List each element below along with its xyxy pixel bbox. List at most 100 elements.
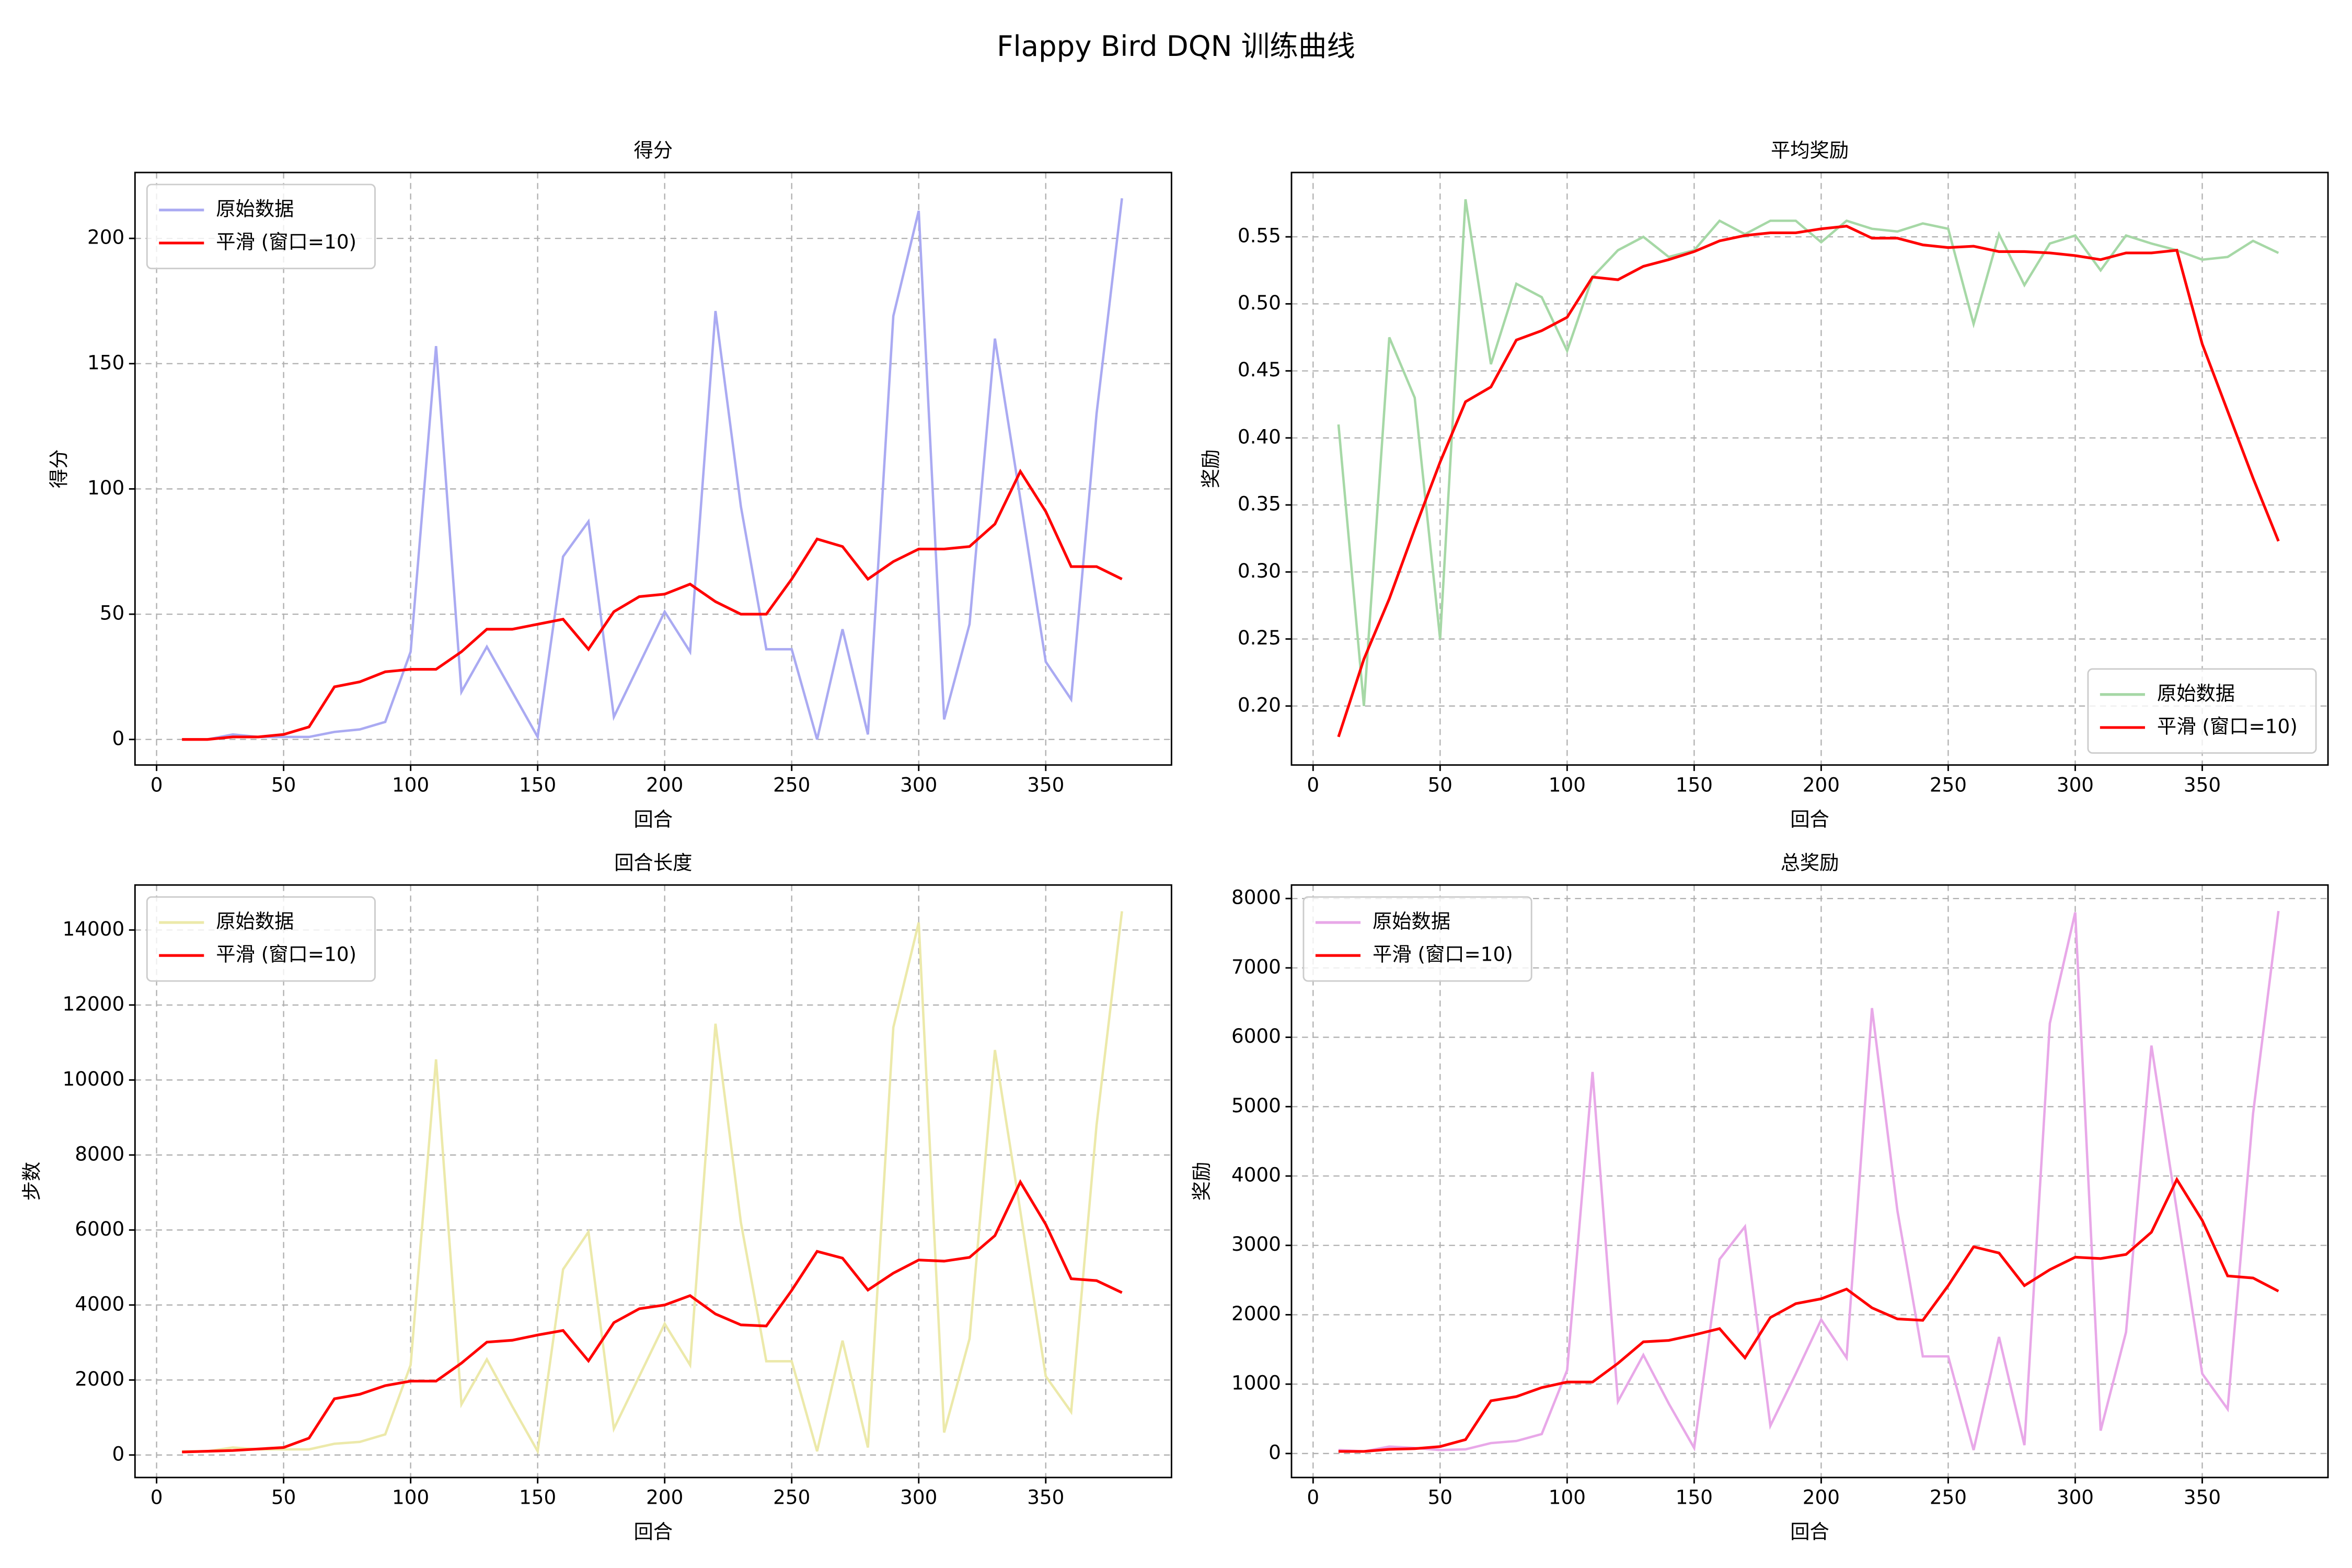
x-axis-label: 回合 — [634, 808, 673, 831]
subplot-title: 回合长度 — [614, 851, 692, 874]
y-tick-label: 0.50 — [1238, 291, 1281, 314]
series-line — [1337, 224, 2280, 737]
axes-frame — [134, 171, 1172, 766]
x-tick-label: 250 — [1930, 773, 1967, 796]
legend-label: 原始数据 — [216, 197, 294, 220]
series-line — [182, 468, 1123, 741]
y-tick-label: 12000 — [63, 992, 125, 1015]
y-tick-label: 200 — [87, 226, 124, 249]
series-line — [1338, 910, 2280, 1453]
x-tick-label: 150 — [1676, 773, 1713, 796]
y-tick-label: 150 — [87, 351, 124, 374]
x-tick-label: 150 — [519, 773, 556, 796]
x-tick-label: 50 — [271, 773, 296, 796]
y-tick-label: 7000 — [1231, 955, 1281, 978]
series-line — [182, 911, 1123, 1455]
y-tick-label: 0 — [112, 1442, 124, 1465]
legend-label: 原始数据 — [2157, 682, 2235, 705]
series-line — [1338, 1177, 2279, 1453]
legend-label: 平滑 (窗口=10) — [216, 943, 356, 966]
axes-frame — [1290, 171, 2329, 766]
y-tick-label: 0.35 — [1238, 492, 1281, 515]
y-tick-label: 6000 — [75, 1217, 124, 1240]
x-tick-label: 100 — [1549, 1486, 1586, 1509]
x-tick-label: 300 — [2057, 1486, 2094, 1509]
x-tick-label: 200 — [646, 1486, 683, 1509]
series-line — [182, 1179, 1123, 1454]
y-tick-label: 4000 — [75, 1292, 124, 1315]
x-tick-label: 0 — [151, 773, 163, 796]
legend-box — [2087, 668, 2317, 754]
y-axis-label: 步数 — [20, 1162, 43, 1201]
subplot-title: 平均奖励 — [1771, 139, 1849, 162]
legend-label: 平滑 (窗口=10) — [2157, 714, 2298, 737]
y-tick-label: 6000 — [1231, 1024, 1281, 1047]
subplot: 0 50 100 150 200 250 300 350 0 1000 2000 3000 4000 50… — [1190, 851, 2329, 1543]
legend-box — [1302, 896, 1532, 982]
y-tick-label: 5000 — [1231, 1094, 1281, 1117]
y-tick-label: 0 — [112, 727, 124, 750]
y-tick-label: 10000 — [63, 1067, 125, 1090]
x-tick-label: 200 — [1803, 773, 1840, 796]
x-tick-label: 250 — [773, 1486, 810, 1509]
x-tick-label: 300 — [900, 1486, 937, 1509]
y-tick-label: 0.30 — [1238, 559, 1281, 582]
y-tick-label: 50 — [100, 602, 124, 625]
figure-title: Flappy Bird DQN 训练曲线 — [997, 29, 1355, 63]
y-tick-label: 0 — [1269, 1440, 1281, 1463]
y-tick-label: 0.55 — [1238, 224, 1281, 247]
axes-frame — [1290, 884, 2329, 1479]
legend-label: 平滑 (窗口=10) — [1373, 943, 1513, 966]
axes-frame — [134, 884, 1172, 1479]
x-tick-label: 200 — [1803, 1486, 1840, 1509]
x-axis-label: 回合 — [1790, 808, 1829, 831]
legend-label: 平滑 (窗口=10) — [216, 230, 356, 253]
x-tick-label: 150 — [519, 1486, 556, 1509]
x-tick-label: 0 — [1307, 1486, 1319, 1509]
y-tick-label: 2000 — [75, 1367, 124, 1390]
x-tick-label: 0 — [1307, 773, 1319, 796]
x-tick-label: 50 — [271, 1486, 296, 1509]
x-tick-label: 250 — [1930, 1486, 1967, 1509]
legend-box — [146, 183, 376, 270]
y-tick-label: 14000 — [63, 917, 125, 940]
x-tick-label: 300 — [2057, 773, 2094, 796]
y-tick-label: 0.20 — [1238, 693, 1281, 716]
y-tick-label: 0.25 — [1238, 626, 1281, 649]
y-tick-label: 8000 — [1231, 886, 1281, 909]
x-tick-label: 100 — [1549, 773, 1586, 796]
x-tick-label: 350 — [1027, 773, 1064, 796]
y-tick-label: 3000 — [1231, 1232, 1281, 1255]
subplot: 0 50 100 150 200 250 300 350050100150200得分回合得分原… — [47, 139, 1172, 831]
x-tick-label: 350 — [2184, 1486, 2221, 1509]
subplot: 0 50 100 150 200 250 300 350 0.20 0.25 0.30 0.35 0.4… — [1199, 139, 2329, 831]
x-tick-label: 200 — [646, 773, 683, 796]
x-tick-label: 100 — [392, 773, 429, 796]
y-axis-label: 奖励 — [1199, 449, 1222, 489]
y-axis-label: 得分 — [47, 449, 70, 489]
x-tick-label: 100 — [392, 1486, 429, 1509]
subplot: 0 50 100 150 200 250 300 350 0 2000 4000 6000 8000 10… — [20, 851, 1172, 1543]
y-tick-label: 1000 — [1231, 1371, 1281, 1394]
x-axis-label: 回合 — [1790, 1520, 1829, 1543]
y-axis-label: 奖励 — [1190, 1162, 1213, 1201]
y-tick-label: 2000 — [1231, 1302, 1281, 1325]
x-tick-label: 50 — [1428, 773, 1452, 796]
subplot-title: 得分 — [634, 139, 673, 162]
y-tick-label: 0.40 — [1238, 425, 1281, 448]
x-tick-label: 0 — [151, 1486, 163, 1509]
legend-label: 原始数据 — [216, 909, 294, 932]
x-axis-label: 回合 — [634, 1520, 673, 1543]
y-tick-label: 4000 — [1231, 1163, 1281, 1186]
x-tick-label: 350 — [1027, 1486, 1064, 1509]
legend-label: 原始数据 — [1373, 909, 1450, 932]
legend-box — [146, 896, 376, 982]
x-tick-label: 350 — [2184, 773, 2221, 796]
